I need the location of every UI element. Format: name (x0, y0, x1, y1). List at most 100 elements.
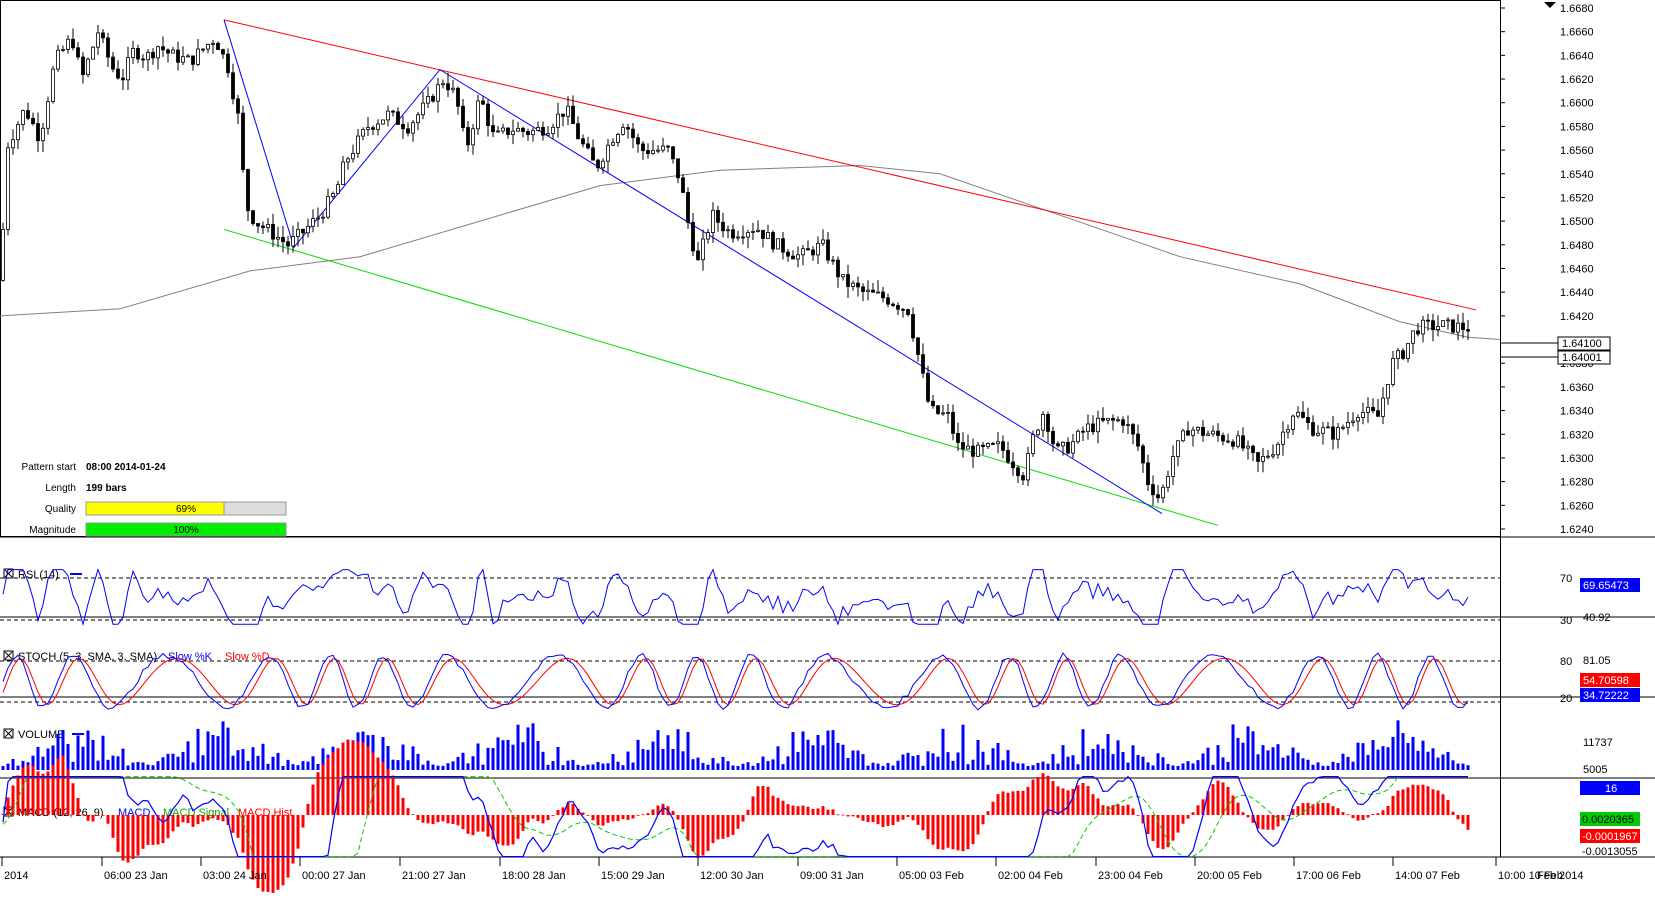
candle (1376, 398, 1380, 417)
candle (1176, 440, 1180, 467)
magnitude-label: Magnitude (29, 525, 76, 536)
volume-bar (991, 748, 995, 770)
time-tick-label: 21:00 27 Jan (402, 870, 466, 882)
candle (476, 94, 480, 136)
macd-hist-bar (1096, 798, 1100, 815)
zigzag-line (223, 19, 1163, 515)
volume-bar (731, 765, 735, 770)
volume-bar (981, 751, 985, 770)
volume-bar (751, 765, 755, 770)
candle (1271, 444, 1275, 459)
candle (656, 145, 660, 154)
candle (951, 404, 955, 441)
volume-bar (236, 750, 240, 770)
macd-hist-bar (171, 815, 175, 832)
time-tick-label: 18:00 28 Jan (502, 870, 566, 882)
macd-hist-bar (1371, 814, 1375, 815)
candle (661, 137, 665, 153)
candle (536, 121, 540, 132)
macd-hist-bar (911, 815, 915, 821)
macd-hist-bar (1346, 814, 1350, 816)
candle (891, 302, 895, 308)
volume-bar (1156, 753, 1160, 770)
macd-hist-bar (1131, 808, 1135, 815)
volume-bar (1121, 751, 1125, 770)
volume-bar (66, 744, 70, 770)
macd-hist-bar (546, 815, 550, 821)
macd-hist-bar (611, 815, 615, 822)
macd-hist-bar (796, 806, 800, 815)
candle (606, 138, 610, 173)
ma-price-label: 1.64001 (1562, 352, 1602, 364)
macd-hist-bar (361, 742, 365, 815)
candle (101, 29, 105, 44)
volume-bar (301, 761, 305, 770)
candle (31, 112, 35, 126)
macd-hist-bar (881, 815, 885, 828)
candle (676, 158, 680, 184)
macd-hist-bar (771, 795, 775, 815)
scroll-end-icon[interactable] (1544, 2, 1556, 8)
macd-hist-bar (636, 815, 640, 816)
volume-bar (1136, 754, 1140, 770)
volume-bar (96, 760, 100, 770)
macd-hist-bar (496, 815, 500, 844)
candle (631, 123, 635, 149)
macd-hist-bar (1006, 792, 1010, 815)
volume-bar (471, 756, 475, 770)
candle (371, 125, 375, 136)
volume-bar (1401, 733, 1405, 770)
candle (1146, 454, 1150, 491)
volume-bar (951, 760, 955, 770)
volume-bar (1421, 740, 1425, 770)
candle (1301, 401, 1305, 419)
volume-bar (1116, 740, 1120, 770)
macd-hist-bar (51, 764, 55, 815)
macd-hist-bar (691, 815, 695, 852)
macd-hist-bar (1196, 805, 1200, 815)
candle (326, 188, 330, 219)
volume-bar (531, 723, 535, 770)
volume-bar (571, 759, 575, 770)
candle (736, 230, 740, 241)
candle (1086, 414, 1090, 440)
volume-bar (591, 764, 595, 770)
price-tick-label: 1.6580 (1560, 121, 1594, 133)
macd-hist-bar (896, 815, 900, 822)
volume-bar (816, 734, 820, 770)
candle (301, 228, 305, 245)
volume-bar (106, 759, 110, 770)
volume-bar (1446, 751, 1450, 770)
macd-hist-bar (811, 808, 815, 815)
volume-bar (561, 765, 565, 770)
candle (596, 158, 600, 172)
quality-label: Quality (45, 504, 76, 515)
candle (231, 63, 235, 105)
time-tick-label: 09:00 31 Jan (800, 870, 864, 882)
volume-bar (791, 732, 795, 770)
macd-hist-bar (1416, 785, 1420, 815)
macd-hist-bar (921, 815, 925, 831)
volume-bar (121, 748, 125, 770)
macd-hist-bar (1376, 813, 1380, 815)
macd-hist-bar (516, 815, 520, 839)
macd-hist-bar (641, 814, 645, 816)
volume-bar (21, 760, 25, 770)
volume-bar (466, 763, 470, 770)
macd-hist-bar (351, 740, 355, 815)
macd-hist-bar (751, 796, 755, 815)
macd-hist-bar (376, 757, 380, 815)
candle (1446, 316, 1450, 330)
macd-hist-bar (991, 801, 995, 815)
macd-hist-bar (1261, 815, 1265, 830)
candle (396, 107, 400, 125)
candle (136, 44, 140, 64)
stoch-title: STOCH (5, 3, SMA, 3, SMA) (18, 651, 157, 663)
volume-bar (71, 761, 75, 770)
time-tick-label: 06:00 23 Jan (104, 870, 168, 882)
macd-hist-bar (1081, 782, 1085, 815)
candle (266, 218, 270, 233)
volume-bar (381, 737, 385, 770)
candle (1066, 437, 1070, 455)
rsi-mid-label: 40.92 (1583, 612, 1611, 624)
